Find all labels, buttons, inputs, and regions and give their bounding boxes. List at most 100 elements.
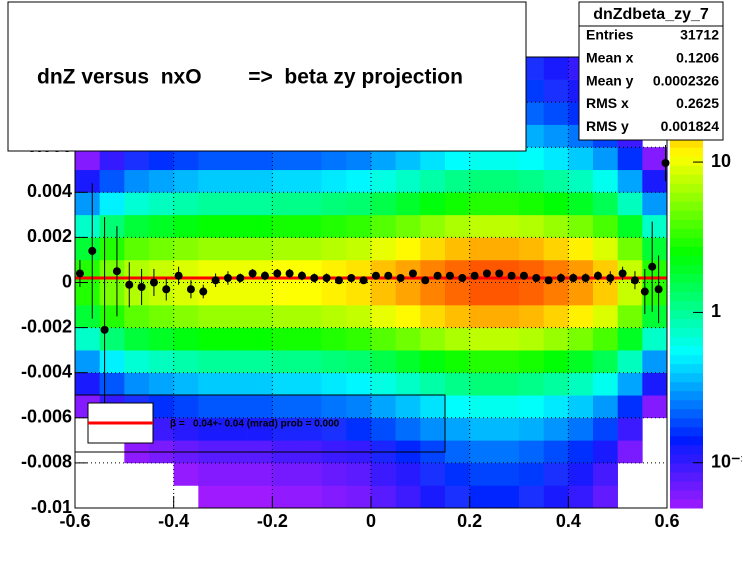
cell [223, 237, 248, 261]
cell [642, 214, 668, 238]
color-step [670, 318, 703, 329]
cell [642, 463, 667, 486]
stat-value: 0.1206 [676, 50, 719, 66]
cell [494, 327, 520, 351]
cell [124, 214, 150, 238]
cell [124, 350, 150, 373]
color-step [670, 471, 703, 482]
profile-point [445, 271, 454, 280]
profile-point [297, 271, 306, 280]
stats-title: dnZdbeta_zy_7 [593, 6, 709, 23]
heatmap-cells [75, 57, 668, 509]
cell [75, 463, 100, 486]
profile-point [260, 271, 269, 280]
color-step [670, 228, 703, 238]
cell [223, 305, 248, 328]
overlay [75, 144, 670, 443]
cell [543, 124, 569, 148]
cell [346, 147, 372, 171]
cell [247, 214, 273, 238]
cell [617, 372, 643, 396]
cell [371, 147, 396, 171]
cell [395, 372, 421, 396]
title-box [7, 1, 527, 152]
stat-name: RMS x [586, 95, 629, 111]
cell [371, 305, 396, 328]
color-step [670, 426, 703, 437]
cell [198, 485, 224, 509]
cell [617, 327, 643, 351]
cell [223, 214, 248, 238]
cell [617, 305, 643, 328]
profile-point [569, 273, 578, 282]
cell [346, 372, 372, 396]
cell [519, 485, 544, 509]
cell [420, 192, 446, 216]
cell [593, 462, 618, 486]
cell [371, 214, 396, 238]
cell [543, 57, 569, 80]
profile-point [396, 273, 405, 282]
cell [321, 305, 347, 328]
cell [519, 237, 544, 261]
cell [568, 327, 594, 351]
profile-point [199, 287, 208, 296]
cell [469, 462, 495, 486]
cell [272, 214, 298, 238]
y-tick-label: -0.01 [31, 497, 72, 517]
cell [149, 214, 174, 238]
x-tick-label: 0.6 [654, 511, 679, 531]
cell [642, 418, 667, 441]
cell [519, 192, 544, 216]
cell [469, 440, 495, 464]
cell [617, 214, 643, 238]
profile-point [458, 273, 467, 282]
profile-point [519, 271, 528, 280]
cell [223, 417, 248, 441]
cell [99, 147, 125, 171]
cell [617, 237, 643, 261]
cell [100, 485, 125, 508]
tick-labels: 0 [62, 271, 72, 291]
cell [543, 237, 569, 261]
cell [124, 305, 150, 328]
cell [173, 372, 199, 396]
cell [321, 462, 347, 486]
y-tick-label: 0.002 [27, 226, 72, 246]
cell [124, 463, 149, 486]
cell [543, 169, 569, 193]
cell [420, 305, 446, 328]
profile-point [359, 276, 368, 285]
profile-point [273, 269, 282, 278]
profile-point [556, 273, 565, 282]
cell [593, 417, 618, 441]
profile-point [149, 278, 158, 287]
cell [568, 147, 594, 171]
cell [371, 417, 396, 441]
cell [346, 169, 372, 193]
profile-point [421, 276, 430, 285]
cell [321, 147, 347, 171]
x-tick-label: 0.4 [556, 511, 581, 531]
cell [321, 395, 347, 419]
cell [272, 147, 298, 171]
cell [469, 417, 495, 441]
cell [445, 417, 470, 441]
cell [568, 372, 594, 396]
cell [75, 305, 100, 328]
cell [124, 485, 149, 508]
cell [223, 327, 248, 351]
cell [99, 214, 125, 238]
cell [543, 350, 569, 373]
cell [642, 372, 668, 396]
y-tick-label: 0.004 [27, 181, 72, 201]
cell [568, 192, 594, 216]
cell [149, 192, 174, 216]
cell [297, 372, 322, 396]
cell [297, 327, 322, 351]
cell [445, 372, 470, 396]
cell [395, 395, 421, 419]
cell [223, 395, 248, 419]
stat-value: 0.2625 [676, 95, 719, 111]
cell [321, 372, 347, 396]
